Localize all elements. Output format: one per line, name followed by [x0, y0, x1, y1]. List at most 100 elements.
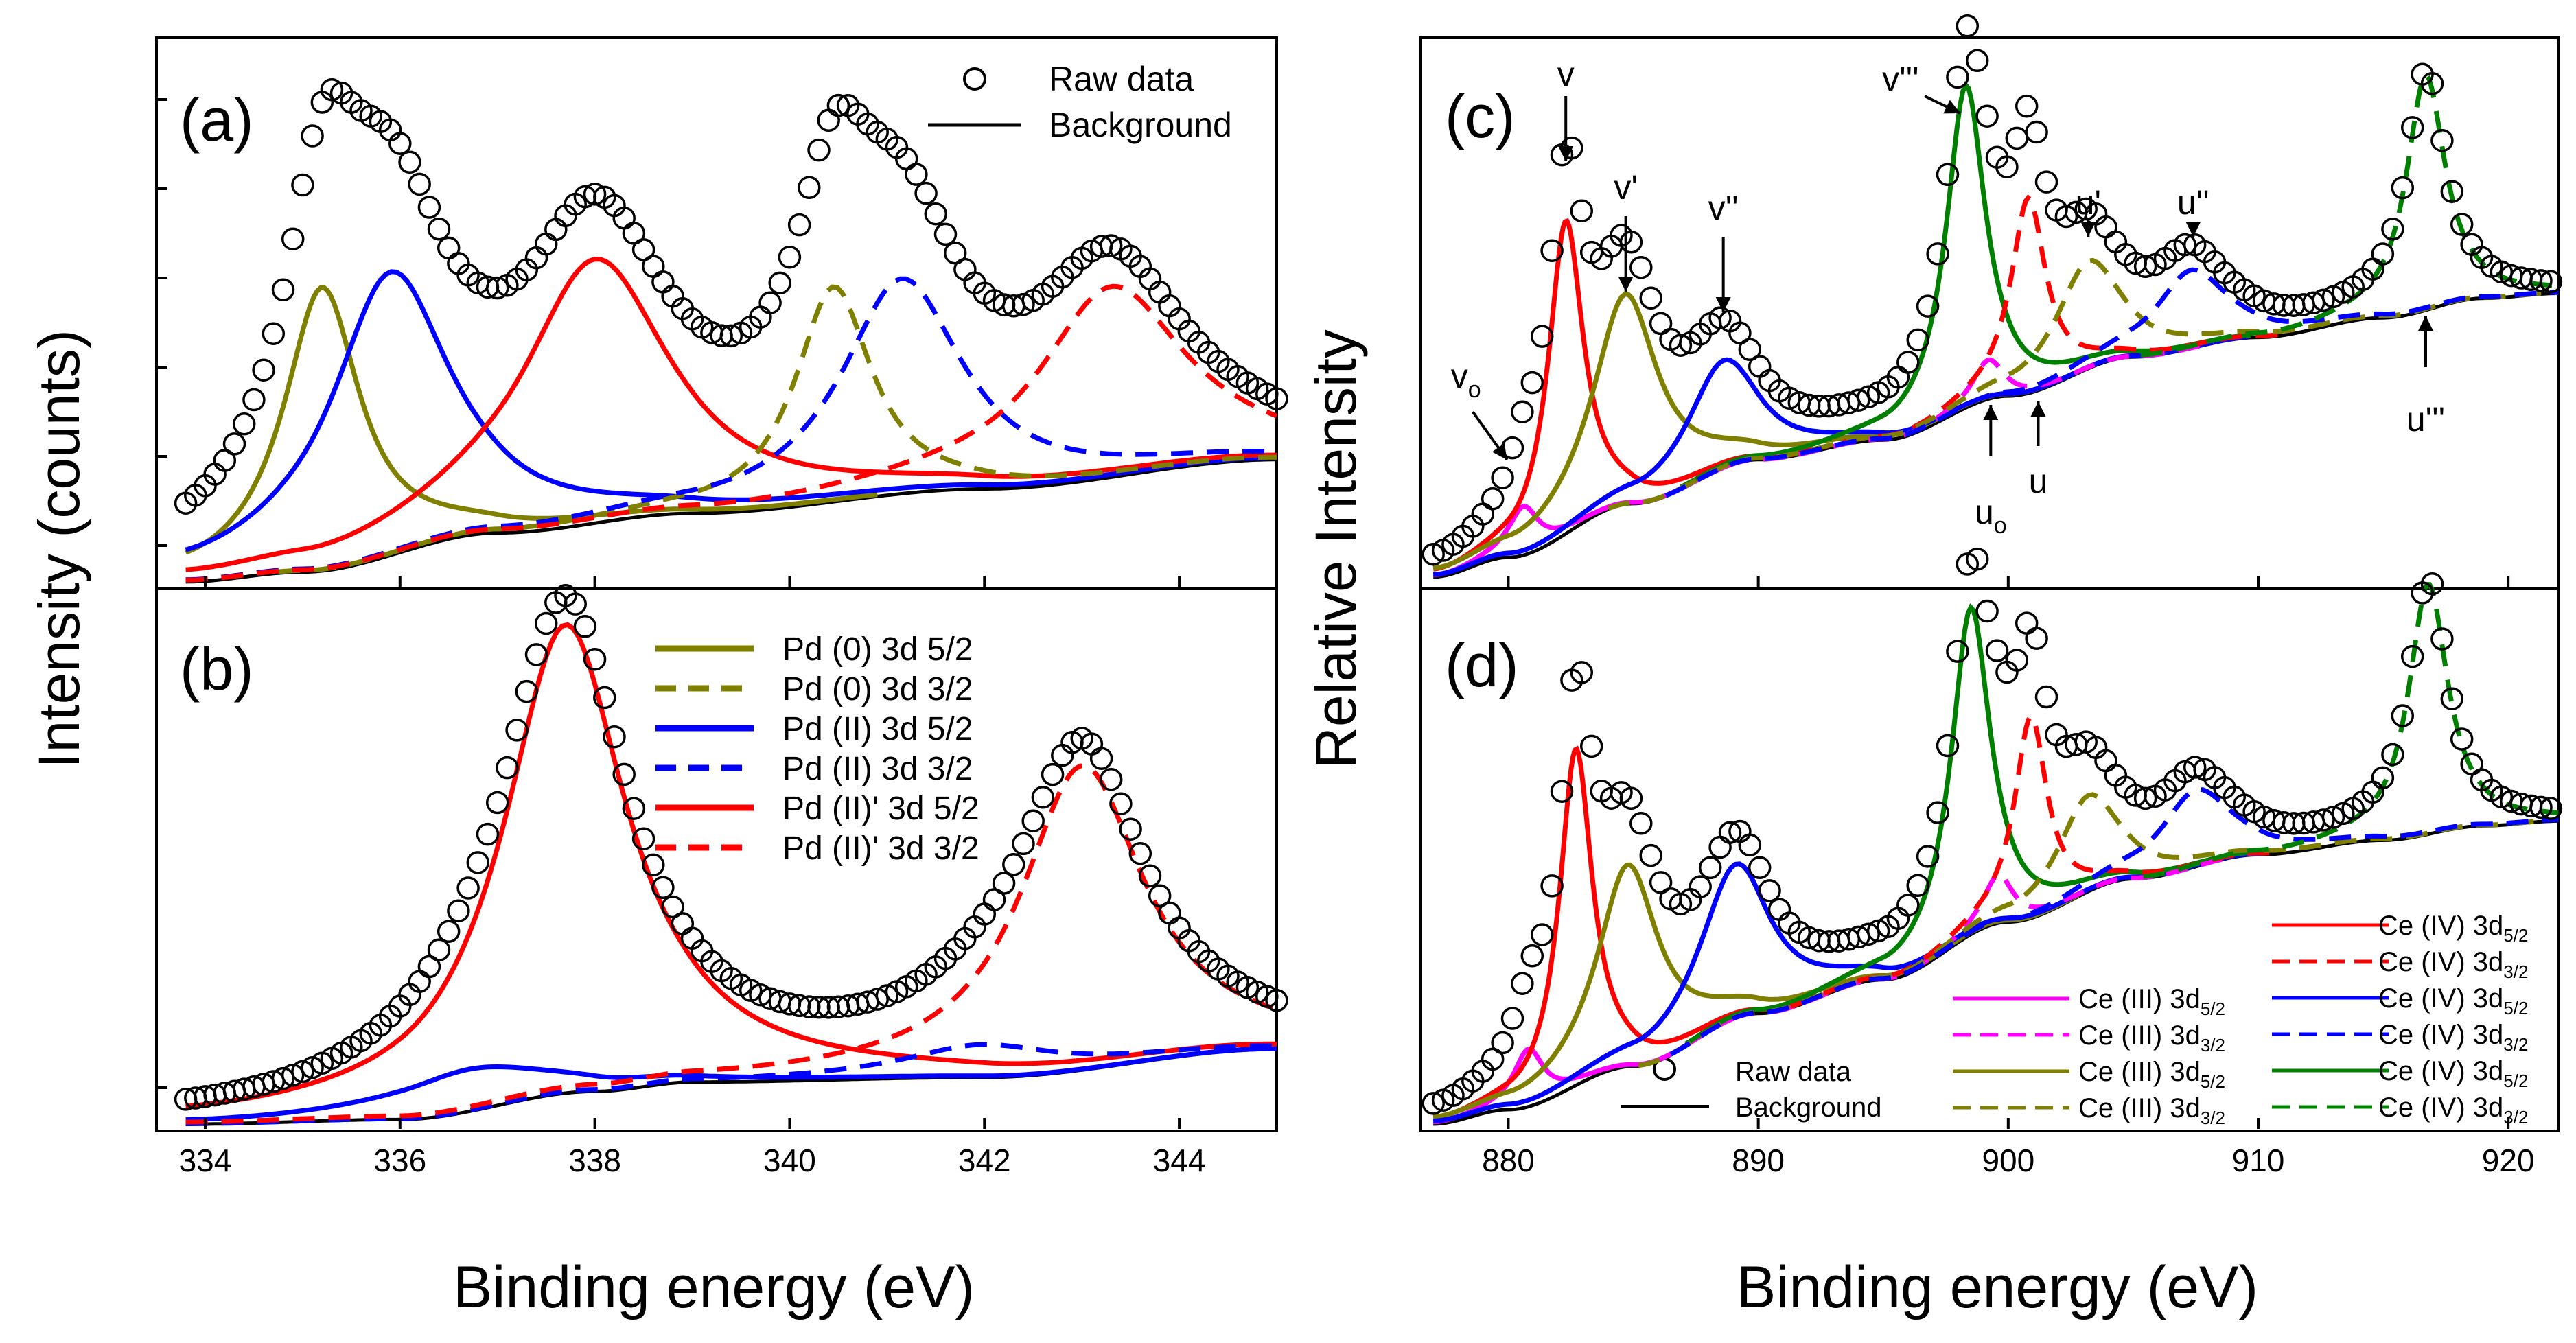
raw-data-point	[622, 222, 646, 245]
raw-data-point	[485, 791, 509, 815]
raw-data-point	[826, 93, 850, 117]
raw-data-point	[2440, 687, 2464, 710]
raw-data-point	[1500, 1007, 1524, 1030]
raw-data-point	[2025, 627, 2048, 650]
raw-data-point	[427, 938, 451, 961]
raw-data-point	[1738, 338, 1762, 362]
raw-data-point	[524, 643, 548, 666]
x-tick-label: 920	[2482, 1143, 2535, 1178]
raw-data-point	[1639, 286, 1662, 310]
raw-data-point	[281, 1063, 305, 1087]
raw-data-point	[2430, 627, 2454, 651]
raw-data-point	[1089, 747, 1113, 770]
raw-data-point	[573, 615, 597, 638]
raw-data-point	[1936, 163, 1960, 187]
panel-d-plot: 880 890 900 910 920	[1422, 547, 2563, 1178]
raw-data-point	[1906, 328, 1929, 352]
raw-data-point	[603, 725, 626, 749]
raw-data-point	[2391, 176, 2415, 200]
raw-data-point	[593, 686, 616, 710]
component-peak	[1607, 257, 2558, 511]
raw-data-point	[612, 762, 636, 786]
raw-data-point	[252, 358, 275, 382]
raw-data-point	[534, 611, 558, 635]
component-peak	[1669, 786, 2558, 1057]
raw-data-point	[1936, 734, 1960, 758]
raw-data-point	[2005, 649, 2029, 672]
raw-data-point	[1896, 351, 1920, 374]
raw-data-point	[905, 163, 928, 186]
right-y-axis-title: Relative Intensity	[1303, 329, 1368, 769]
legend-ce-label: Ce (IV) 3d3/2	[2378, 947, 2528, 982]
raw-data-point	[2321, 806, 2345, 829]
legend-label-pd0-52: Pd (0) 3d 5/2	[782, 631, 973, 668]
raw-data-point	[642, 853, 665, 877]
raw-data-point	[1511, 972, 1534, 995]
raw-data-point	[1926, 801, 1949, 824]
panel-a-plot	[174, 78, 1288, 584]
raw-data-point	[1002, 853, 1025, 876]
raw-data-point	[320, 78, 344, 102]
raw-data-point	[1985, 639, 2009, 662]
panel-d-frame	[1419, 587, 2560, 1132]
x-tick-label: 338	[568, 1143, 621, 1178]
raw-data-point	[1099, 767, 1123, 791]
raw-data-point	[301, 124, 324, 148]
raw-data-point	[787, 213, 811, 237]
raw-data-point	[447, 899, 470, 922]
x-tick-label: 890	[1732, 1143, 1785, 1178]
raw-data-point	[398, 150, 421, 174]
legend-ce-label: Ce (IV) 3d5/2	[2378, 911, 2528, 946]
raw-data-point	[2400, 644, 2424, 668]
raw-data-point	[2529, 269, 2553, 292]
raw-data-point	[1012, 292, 1035, 316]
raw-data-point	[427, 217, 451, 241]
raw-data-point	[1619, 231, 1643, 254]
annotation-arrow-head	[1715, 297, 1731, 312]
legend-raw-data-label: Raw data	[1049, 60, 1194, 98]
legend-d-background-label: Background	[1735, 1093, 1881, 1123]
component-peak	[1664, 267, 2558, 498]
panel-b-frame	[155, 587, 1278, 1132]
raw-data-point	[1491, 466, 1514, 489]
raw-data-point	[1965, 547, 1989, 571]
raw-data-point	[1926, 242, 1949, 266]
peak-annotation: v''	[1708, 189, 1739, 227]
component-peak	[185, 763, 1278, 1125]
x-tick-label: 340	[763, 1143, 816, 1178]
raw-data-point	[2034, 170, 2058, 194]
raw-data-point	[1956, 14, 1980, 38]
raw-data-point	[1669, 334, 1693, 357]
panel-b-plot: 334 336 338 340 342 344	[174, 584, 1288, 1178]
raw-data-point	[1639, 843, 1662, 867]
raw-data-point	[583, 183, 607, 206]
raw-data-point	[271, 1066, 295, 1090]
panel-b-label: (b)	[180, 635, 254, 703]
raw-data-point	[2312, 808, 2335, 832]
raw-data-point	[2015, 94, 2039, 118]
raw-data-point	[1866, 919, 1890, 943]
raw-data-point	[2539, 270, 2563, 294]
raw-data-point	[1857, 385, 1880, 409]
legend-label-pd0-32: Pd (0) 3d 3/2	[782, 671, 973, 708]
raw-data-point	[456, 876, 480, 900]
raw-data-point	[417, 955, 441, 979]
raw-data-point	[564, 592, 587, 616]
raw-data-point	[262, 322, 286, 345]
legend-label-pd2p-52: Pd (II)' 3d 5/2	[782, 791, 979, 827]
raw-data-point	[1946, 65, 1969, 89]
raw-data-point	[1619, 786, 1643, 810]
raw-data-point	[291, 1060, 314, 1084]
raw-data-point	[1550, 780, 1574, 803]
component-peak	[278, 284, 1277, 574]
raw-data-point	[485, 276, 509, 300]
raw-data-point	[1946, 640, 1969, 663]
peak-annotation: u'''	[2406, 400, 2445, 439]
panel-a-label: (a)	[180, 86, 254, 154]
raw-data-point	[1758, 879, 1781, 902]
raw-data-point	[1540, 239, 1564, 262]
raw-data-point	[1128, 841, 1152, 865]
raw-data-point	[631, 238, 655, 261]
raw-data-point	[1148, 884, 1172, 908]
